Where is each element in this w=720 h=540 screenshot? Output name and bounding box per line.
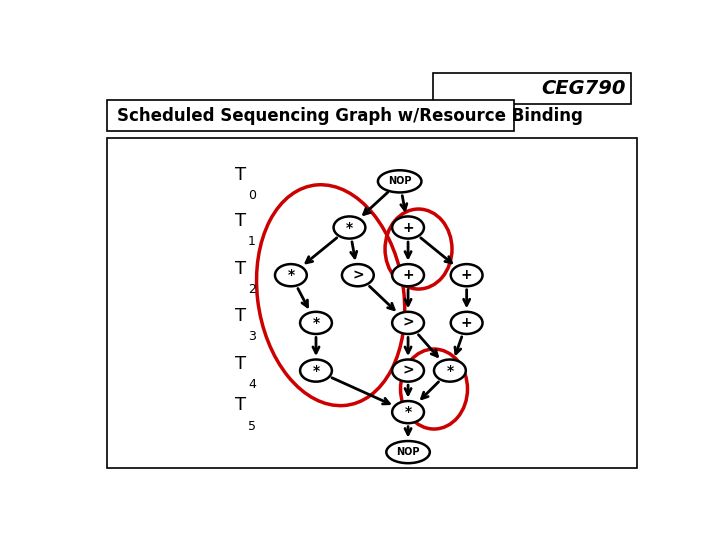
Ellipse shape bbox=[387, 441, 430, 463]
Text: 3: 3 bbox=[248, 330, 256, 343]
Text: 4: 4 bbox=[248, 378, 256, 391]
Text: T: T bbox=[235, 260, 246, 278]
Ellipse shape bbox=[392, 264, 424, 286]
Text: +: + bbox=[402, 220, 414, 234]
Text: CEG790: CEG790 bbox=[541, 79, 626, 98]
Text: >: > bbox=[352, 268, 364, 282]
Text: *: * bbox=[312, 316, 320, 330]
Text: 5: 5 bbox=[248, 420, 256, 433]
Ellipse shape bbox=[392, 360, 424, 382]
FancyBboxPatch shape bbox=[107, 100, 514, 131]
Ellipse shape bbox=[392, 217, 424, 239]
Text: +: + bbox=[461, 268, 472, 282]
Ellipse shape bbox=[342, 264, 374, 286]
Ellipse shape bbox=[392, 312, 424, 334]
Text: NOP: NOP bbox=[396, 447, 420, 457]
Ellipse shape bbox=[434, 360, 466, 382]
Text: >: > bbox=[402, 363, 414, 377]
Text: *: * bbox=[346, 220, 353, 234]
Text: T: T bbox=[235, 166, 246, 184]
Text: *: * bbox=[312, 363, 320, 377]
Text: T: T bbox=[235, 355, 246, 373]
Text: +: + bbox=[402, 268, 414, 282]
Text: >: > bbox=[402, 316, 414, 330]
Ellipse shape bbox=[392, 401, 424, 423]
Text: Scheduled Sequencing Graph w/Resource Binding: Scheduled Sequencing Graph w/Resource Bi… bbox=[117, 106, 582, 125]
Ellipse shape bbox=[451, 312, 482, 334]
FancyBboxPatch shape bbox=[433, 73, 631, 104]
Text: 0: 0 bbox=[248, 189, 256, 202]
Text: *: * bbox=[405, 405, 412, 419]
Text: T: T bbox=[235, 396, 246, 415]
Text: 1: 1 bbox=[248, 235, 256, 248]
Ellipse shape bbox=[275, 264, 307, 286]
Text: T: T bbox=[235, 212, 246, 230]
Ellipse shape bbox=[300, 312, 332, 334]
Ellipse shape bbox=[451, 264, 482, 286]
Ellipse shape bbox=[333, 217, 365, 239]
Text: 2: 2 bbox=[248, 282, 256, 296]
Text: NOP: NOP bbox=[388, 177, 411, 186]
Ellipse shape bbox=[378, 170, 421, 192]
Text: *: * bbox=[287, 268, 294, 282]
Ellipse shape bbox=[300, 360, 332, 382]
Text: +: + bbox=[461, 316, 472, 330]
Text: *: * bbox=[446, 363, 454, 377]
Text: T: T bbox=[235, 307, 246, 325]
FancyBboxPatch shape bbox=[107, 138, 637, 468]
